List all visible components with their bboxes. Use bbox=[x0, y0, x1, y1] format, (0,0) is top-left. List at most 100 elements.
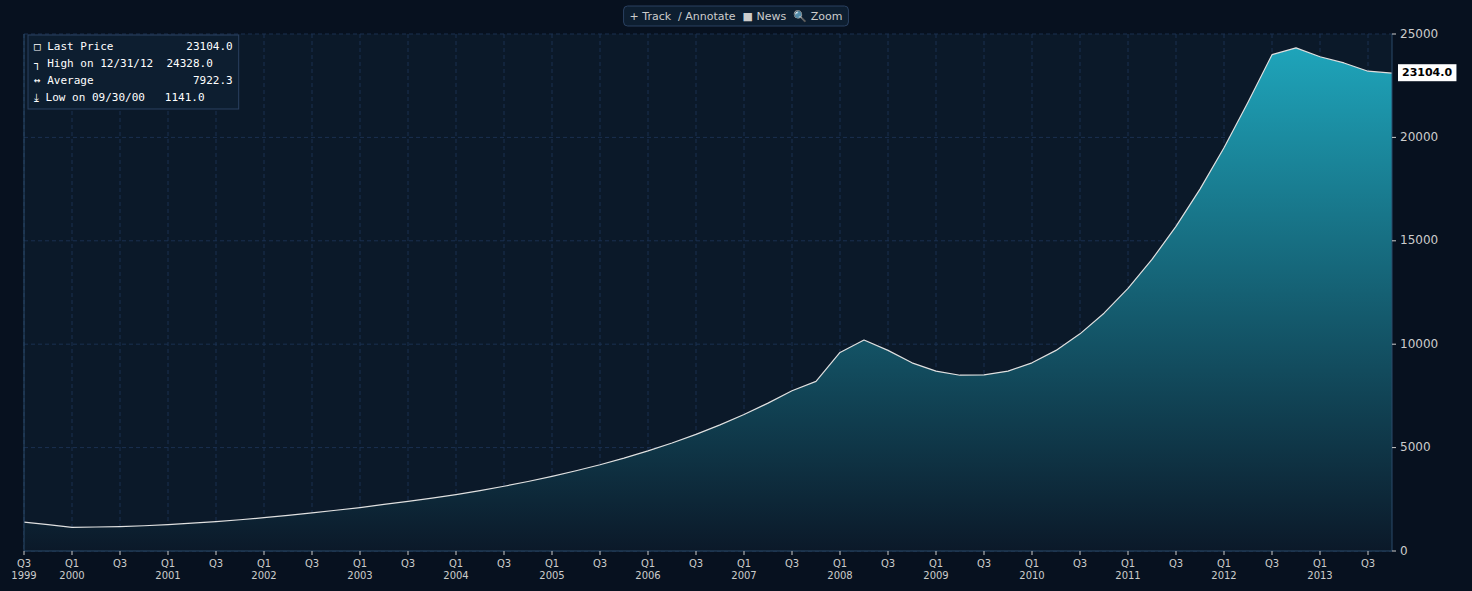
x-tick bbox=[120, 551, 121, 555]
x-tick bbox=[1272, 551, 1273, 555]
x-tick-label: Q3 bbox=[1265, 558, 1279, 569]
x-tick bbox=[1032, 551, 1033, 555]
annotations: + Track ∕ Annotate ■ News 🔍 Zoom □ Last P… bbox=[28, 6, 1456, 109]
x-tick-label: Q3 bbox=[209, 558, 223, 569]
y-axis: 0500010000150002000025000 bbox=[1392, 27, 1438, 558]
x-tick-label: Q12008 bbox=[827, 558, 852, 581]
info-box-text: □ Last Price 23104.0 ┐ High on 12/31/12 2… bbox=[34, 40, 233, 104]
x-tick-label-line: 2002 bbox=[251, 570, 276, 581]
toolbar-box bbox=[624, 6, 849, 26]
info-box: □ Last Price 23104.0 ┐ High on 12/31/12 2… bbox=[28, 35, 239, 109]
x-tick-label-line: Q3 bbox=[785, 558, 799, 569]
x-tick bbox=[456, 551, 457, 555]
x-tick-label-line: Q3 bbox=[689, 558, 703, 569]
x-tick-label: Q12004 bbox=[443, 558, 468, 581]
x-axis: Q31999Q12000Q3Q12001Q3Q12002Q3Q12003Q3Q1… bbox=[11, 551, 1375, 581]
x-tick-label-line: Q3 bbox=[977, 558, 991, 569]
x-tick-label: Q3 bbox=[497, 558, 511, 569]
x-tick-label: Q12001 bbox=[155, 558, 180, 581]
x-tick bbox=[1080, 551, 1081, 555]
x-tick bbox=[792, 551, 793, 555]
x-tick-label: Q3 bbox=[593, 558, 607, 569]
x-tick-label: Q3 bbox=[305, 558, 319, 569]
x-grid-line bbox=[24, 34, 25, 551]
x-tick-label-line: Q3 bbox=[593, 558, 607, 569]
y-grid-line bbox=[24, 551, 1392, 552]
x-tick-label-line: Q3 bbox=[881, 558, 895, 569]
x-tick-label-line: 2011 bbox=[1115, 570, 1140, 581]
x-tick-label-line: 2007 bbox=[731, 570, 756, 581]
x-tick bbox=[168, 551, 169, 555]
x-tick-label: Q12006 bbox=[635, 558, 660, 581]
x-tick-label-line: 2012 bbox=[1211, 570, 1236, 581]
info-box-line: ↔ Average 7922.3 bbox=[34, 74, 233, 87]
info-box-line: ┐ High on 12/31/12 24328.0 bbox=[34, 57, 213, 70]
y-tick bbox=[1392, 240, 1396, 241]
left-axis-line bbox=[24, 34, 25, 551]
x-grid-line bbox=[168, 34, 169, 551]
x-tick bbox=[936, 551, 937, 555]
x-grid-line bbox=[552, 34, 553, 551]
x-tick-label: Q12011 bbox=[1115, 558, 1140, 581]
x-tick-label-line: Q3 bbox=[497, 558, 511, 569]
x-tick-label-line: 2003 bbox=[347, 570, 372, 581]
x-tick bbox=[1368, 551, 1369, 555]
x-tick-label: Q12007 bbox=[731, 558, 756, 581]
y-tick-label: 15000 bbox=[1400, 233, 1438, 247]
x-tick-label-line: Q1 bbox=[1121, 558, 1135, 569]
x-tick bbox=[984, 551, 985, 555]
background bbox=[0, 0, 1472, 591]
x-tick-label: Q3 bbox=[977, 558, 991, 569]
area bbox=[24, 48, 1392, 551]
x-tick-label: Q12003 bbox=[347, 558, 372, 581]
y-tick-label: 25000 bbox=[1400, 27, 1438, 41]
x-tick-label-line: 2008 bbox=[827, 570, 852, 581]
chart: 0500010000150002000025000Q31999Q12000Q3Q… bbox=[0, 0, 1472, 591]
info-box-line: ⤓ Low on 09/30/00 1141.0 bbox=[34, 91, 205, 104]
x-tick bbox=[24, 551, 25, 555]
x-tick-label-line: Q3 bbox=[113, 558, 127, 569]
x-tick bbox=[552, 551, 553, 555]
x-tick bbox=[744, 551, 745, 555]
y-tick-label: 20000 bbox=[1400, 130, 1438, 144]
x-tick bbox=[1128, 551, 1129, 555]
x-tick-label-line: Q1 bbox=[449, 558, 463, 569]
x-tick-label-line: Q3 bbox=[1361, 558, 1375, 569]
x-tick-label: Q31999 bbox=[11, 558, 36, 581]
x-tick-label: Q3 bbox=[689, 558, 703, 569]
last-price-text: 23104.0 bbox=[1402, 66, 1452, 79]
x-tick-label: Q12000 bbox=[59, 558, 84, 581]
x-tick-label-line: Q3 bbox=[17, 558, 31, 569]
x-tick bbox=[264, 551, 265, 555]
x-tick-label: Q12005 bbox=[539, 558, 564, 581]
x-tick-label: Q3 bbox=[1361, 558, 1375, 569]
x-tick-label-line: Q3 bbox=[209, 558, 223, 569]
y-tick bbox=[1392, 551, 1396, 552]
line bbox=[24, 48, 1392, 528]
x-tick-label-line: 2004 bbox=[443, 570, 468, 581]
x-tick bbox=[408, 551, 409, 555]
y-grid-line bbox=[24, 137, 1392, 138]
x-tick-label: Q12012 bbox=[1211, 558, 1236, 581]
y-tick bbox=[1392, 137, 1396, 138]
x-tick bbox=[840, 551, 841, 555]
info-box-line: □ Last Price 23104.0 bbox=[34, 40, 233, 53]
y-tick bbox=[1392, 34, 1396, 35]
toolbar: + Track ∕ Annotate ■ News 🔍 Zoom bbox=[624, 6, 849, 26]
x-tick-label: Q3 bbox=[401, 558, 415, 569]
x-tick-label-line: 2009 bbox=[923, 570, 948, 581]
x-tick bbox=[600, 551, 601, 555]
x-tick bbox=[312, 551, 313, 555]
x-tick-label: Q12002 bbox=[251, 558, 276, 581]
x-grid-line bbox=[504, 34, 505, 551]
x-tick bbox=[216, 551, 217, 555]
x-tick-label-line: Q1 bbox=[1025, 558, 1039, 569]
x-tick-label-line: Q3 bbox=[1169, 558, 1183, 569]
x-tick-label: Q3 bbox=[785, 558, 799, 569]
x-grid-line bbox=[264, 34, 265, 551]
x-tick-label-line: Q1 bbox=[257, 558, 271, 569]
x-tick-label-line: 2013 bbox=[1307, 570, 1332, 581]
x-tick bbox=[1224, 551, 1225, 555]
x-tick-label-line: 2010 bbox=[1019, 570, 1044, 581]
x-tick bbox=[696, 551, 697, 555]
